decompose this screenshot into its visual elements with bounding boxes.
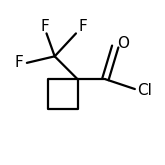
Text: F: F bbox=[40, 19, 49, 34]
Text: Cl: Cl bbox=[137, 83, 152, 98]
Text: O: O bbox=[117, 36, 129, 51]
Text: F: F bbox=[78, 19, 87, 34]
Text: F: F bbox=[14, 55, 23, 70]
